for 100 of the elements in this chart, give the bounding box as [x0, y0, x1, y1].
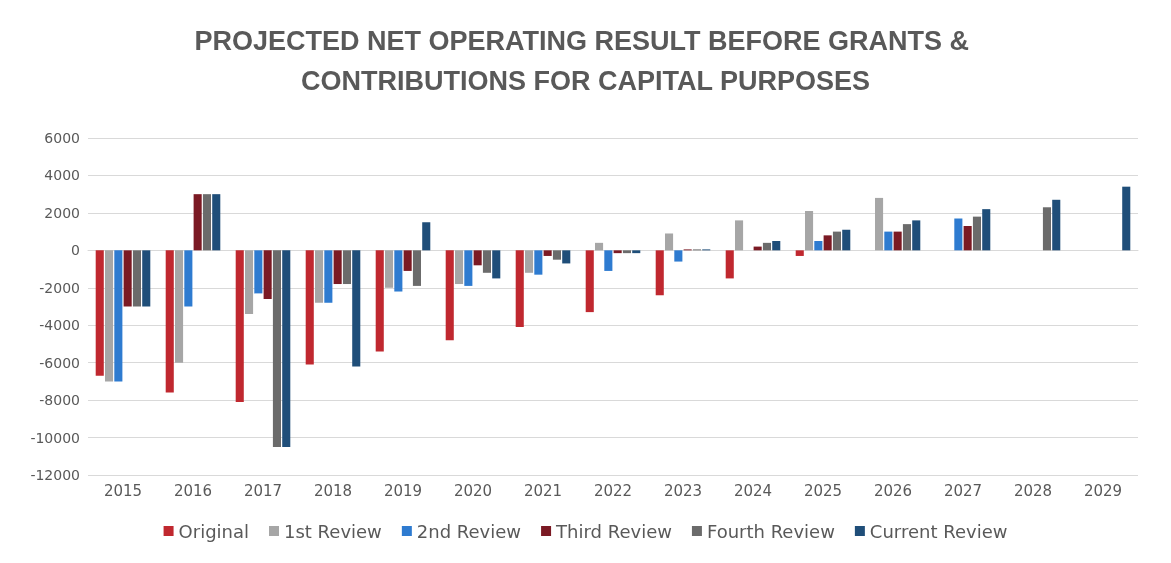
bar [875, 197, 884, 251]
x-tick-label: 2029 [1083, 481, 1123, 500]
x-tick-label: 2016 [173, 481, 213, 500]
bar [95, 250, 104, 376]
bar [175, 250, 184, 363]
bar [585, 250, 594, 313]
bar [422, 222, 431, 251]
bar [902, 224, 911, 251]
bar [324, 250, 333, 303]
bar [814, 240, 823, 251]
legend-label: Current Review [869, 520, 1008, 542]
legend-label: 1st Review [284, 520, 382, 542]
bar [202, 194, 211, 251]
bar [842, 229, 851, 251]
bar [963, 225, 972, 251]
bar [403, 250, 412, 271]
bar [595, 242, 604, 251]
bar [832, 231, 841, 251]
bar [235, 250, 244, 402]
y-tick-label: 4000 [44, 167, 80, 184]
bar [665, 233, 674, 251]
bar [972, 216, 981, 251]
bar [315, 250, 324, 303]
x-tick-label: 2023 [663, 481, 703, 500]
y-tick-label: -4000 [39, 317, 80, 334]
bar [655, 250, 664, 296]
y-tick-label: -10000 [30, 429, 80, 446]
bar [543, 250, 552, 256]
x-tick-label: 2021 [523, 481, 563, 500]
bar [123, 250, 132, 307]
bar [333, 250, 342, 285]
bar [114, 250, 123, 382]
bar [352, 250, 361, 367]
bar [412, 250, 421, 286]
bar [282, 250, 291, 447]
bar [912, 220, 921, 251]
bar [534, 250, 543, 275]
bar [1122, 186, 1131, 251]
bar [445, 250, 454, 341]
y-tick-label: 6000 [44, 130, 80, 146]
bar [1052, 199, 1061, 251]
bar [982, 209, 991, 251]
x-tick-label: 2017 [243, 481, 283, 500]
legend-label: Original [178, 520, 250, 542]
legend-label: Third Review [555, 520, 672, 542]
bar [385, 250, 394, 288]
bar [735, 220, 744, 251]
bar [525, 250, 534, 273]
bar [455, 250, 464, 285]
bar [482, 250, 491, 273]
y-tick-label: -8000 [39, 392, 80, 409]
bar [342, 250, 351, 285]
bar [492, 250, 501, 279]
y-tick-label: -12000 [30, 467, 80, 483]
bar [762, 242, 771, 251]
bar [272, 250, 281, 447]
y-tick-label: 0 [71, 242, 80, 259]
legend-label: Fourth Review [706, 520, 835, 542]
bar [725, 250, 734, 279]
x-tick-label: 2018 [313, 481, 353, 500]
y-tick-label: -2000 [39, 279, 80, 296]
y-tick-label: 2000 [44, 204, 80, 221]
bar [193, 194, 202, 251]
bar [632, 250, 641, 254]
bar [254, 250, 263, 294]
bar [105, 250, 114, 382]
bar [212, 194, 221, 251]
bar [1042, 207, 1051, 251]
x-tick-label: 2026 [873, 481, 913, 500]
bar [562, 250, 571, 264]
x-tick-label: 2015 [103, 481, 143, 500]
bar [245, 250, 254, 314]
x-tick-label: 2027 [943, 481, 983, 500]
x-tick-label: 2025 [803, 481, 843, 500]
bar [305, 250, 314, 365]
bar [674, 250, 683, 262]
bar [805, 211, 814, 251]
bar [552, 250, 561, 260]
bar [464, 250, 473, 286]
chart-title: PROJECTED NET OPERATING RESULT BEFORE GRANTS & CONTRIBUTIONS FOR CAPITAL PURPOSES [194, 26, 977, 96]
bar [604, 250, 613, 271]
x-tick-label: 2022 [593, 481, 633, 500]
bar [375, 250, 384, 352]
legend-label: 2nd Review [416, 520, 522, 542]
bar [954, 218, 963, 251]
x-tick-label: 2020 [453, 481, 493, 500]
x-tick-label: 2019 [383, 481, 423, 500]
x-tick-label: 2024 [733, 481, 773, 500]
y-tick-label: -6000 [39, 354, 80, 371]
bar [893, 231, 902, 251]
bar [473, 250, 482, 266]
bar [132, 250, 141, 307]
bar [142, 250, 151, 307]
bar [515, 250, 524, 328]
bar [184, 250, 193, 307]
bar [884, 231, 893, 251]
bar [394, 250, 403, 292]
bar [263, 250, 272, 300]
bar [823, 235, 832, 251]
bar [622, 250, 631, 254]
